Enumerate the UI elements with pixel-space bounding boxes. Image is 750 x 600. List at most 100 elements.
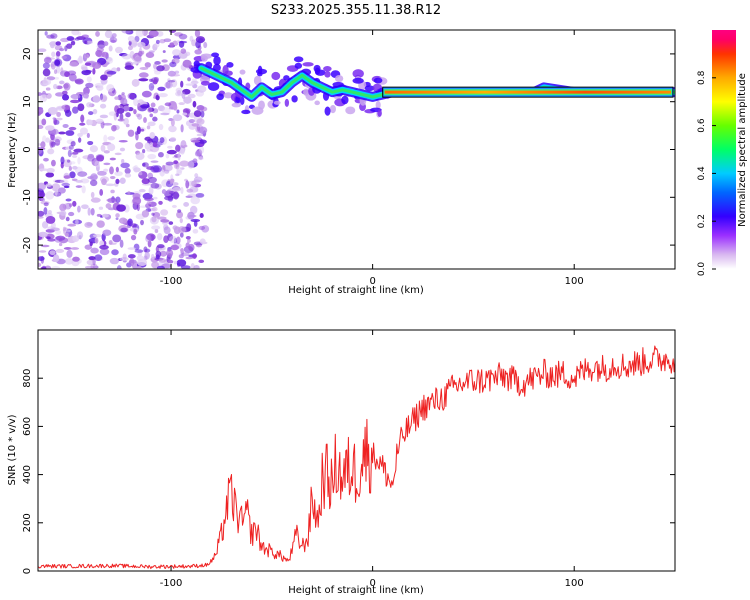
noise-speckle (192, 158, 198, 164)
track-blob (239, 69, 246, 75)
noise-speckle (107, 136, 115, 141)
noise-speckle (70, 140, 76, 147)
noise-speckle (55, 41, 61, 46)
noise-speckle (70, 161, 76, 165)
noise-speckle (182, 108, 191, 114)
noise-speckle (115, 217, 119, 220)
heatmap-xlabel: Height of straight line (km) (288, 285, 424, 296)
noise-speckle (137, 265, 142, 269)
noise-speckle (90, 247, 99, 254)
colorbar-tick-label: 0.8 (697, 70, 707, 85)
track-blob (271, 71, 281, 81)
noise-speckle (151, 225, 161, 230)
noise-speckle (177, 209, 182, 213)
noise-speckle (77, 31, 81, 36)
noise-speckle (113, 112, 118, 121)
noise-speckle (180, 186, 184, 194)
noise-speckle (64, 45, 68, 52)
noise-speckle (92, 234, 102, 238)
noise-speckle (99, 114, 109, 119)
noise-speckle (146, 200, 152, 205)
noise-speckle (135, 152, 145, 161)
noise-speckle (68, 73, 77, 82)
noise-speckle (99, 244, 109, 250)
noise-speckle (152, 196, 158, 200)
noise-speckle (137, 41, 146, 48)
snr-ylabel: SNR (10 * v/v) (7, 414, 18, 485)
track-blob (231, 102, 242, 108)
noise-speckle (147, 153, 157, 160)
noise-speckle (43, 157, 49, 162)
noise-speckle (111, 33, 117, 38)
noise-speckle (106, 84, 115, 92)
noise-speckle (102, 229, 112, 236)
noise-speckle (150, 85, 154, 89)
noise-speckle (86, 40, 93, 45)
noise-speckle (68, 166, 72, 171)
noise-speckle (64, 71, 70, 78)
noise-speckle (121, 30, 131, 34)
noise-speckle (156, 265, 165, 269)
noise-speckle (172, 49, 181, 56)
noise-speckle (116, 107, 125, 114)
noise-speckle (54, 76, 60, 80)
track-blob (377, 109, 382, 117)
track-blob (291, 95, 298, 103)
noise-speckle (190, 80, 199, 85)
noise-speckle (135, 30, 145, 38)
noise-speckle (156, 65, 165, 72)
noise-speckle (148, 30, 159, 38)
noise-speckle (87, 140, 94, 146)
noise-speckle (77, 137, 82, 143)
noise-speckle (50, 141, 56, 148)
noise-speckle (38, 210, 45, 217)
track-blob (323, 66, 332, 72)
noise-speckle (108, 45, 113, 52)
noise-speckle (68, 145, 74, 150)
noise-speckle (185, 83, 195, 86)
noise-speckle (84, 40, 88, 44)
track-blob (284, 98, 290, 107)
noise-speckle (79, 127, 89, 135)
noise-speckle (72, 200, 77, 207)
noise-speckle (121, 158, 125, 164)
noise-speckle (161, 59, 168, 63)
noise-speckle (141, 210, 150, 218)
noise-speckle (150, 182, 160, 189)
noise-speckle (45, 92, 52, 99)
noise-speckle (148, 82, 155, 91)
noise-speckle (195, 192, 205, 198)
noise-speckle (186, 223, 192, 232)
noise-speckle (146, 233, 156, 241)
noise-speckle (71, 154, 78, 158)
noise-speckle (166, 249, 174, 258)
noise-speckle (132, 61, 138, 65)
noise-speckle (175, 87, 183, 94)
noise-speckle (38, 231, 48, 238)
noise-speckle (79, 122, 86, 126)
signal-band-core (384, 90, 671, 94)
track-blob (345, 106, 356, 115)
snr-xtick-label: -100 (160, 578, 183, 589)
noise-speckle (109, 257, 120, 265)
track-blob (255, 68, 268, 75)
noise-speckle (127, 45, 133, 51)
noise-speckle (77, 205, 81, 213)
noise-speckle (112, 234, 122, 243)
noise-speckle (168, 221, 174, 225)
noise-speckle (119, 256, 129, 262)
noise-speckle (187, 211, 195, 220)
noise-speckle (46, 167, 55, 173)
noise-speckle (148, 50, 155, 53)
noise-speckle (193, 176, 203, 183)
noise-speckle (103, 162, 111, 166)
noise-speckle (167, 145, 173, 149)
noise-speckle (45, 172, 55, 178)
track-blob (213, 55, 221, 66)
noise-speckle (187, 77, 191, 82)
noise-speckle (61, 55, 68, 59)
colorbar-label: Normalized spectral amplitude (737, 73, 748, 227)
noise-speckle (167, 80, 176, 83)
noise-speckle (123, 105, 130, 112)
noise-speckle (147, 146, 155, 150)
